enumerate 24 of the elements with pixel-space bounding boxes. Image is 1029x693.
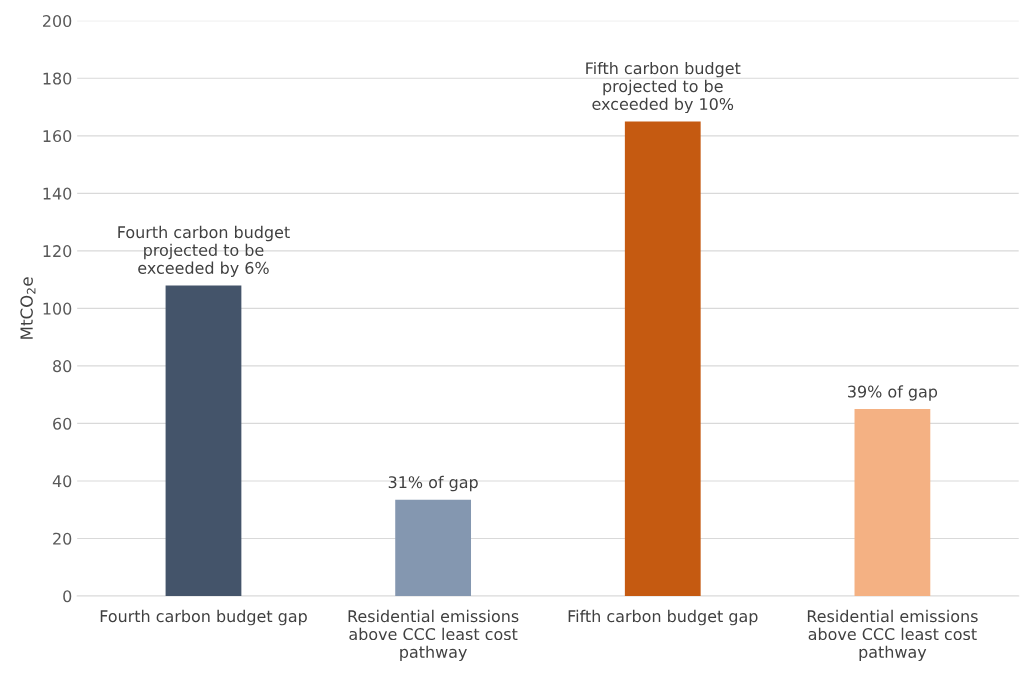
- y-tick-label: 80: [53, 360, 72, 373]
- annotation: 39% of gap: [848, 385, 938, 401]
- annotation: Fourth carbon budget projected to be exceeded by 6%: [118, 225, 290, 278]
- y-tick-label: 60: [53, 417, 72, 430]
- bar: [624, 121, 701, 596]
- annotation: Fifth carbon budget projected to be exceeded by 10%: [586, 61, 741, 114]
- x-tick-label: Residential emissions above CCC least cost pathway: [807, 609, 978, 662]
- bar: [165, 285, 242, 596]
- y-tick-label: 0: [63, 590, 72, 603]
- y-tick-label: 40: [52, 475, 72, 488]
- x-tick-label: Fifth carbon budget gap: [568, 609, 758, 626]
- y-tick-label: 140: [43, 187, 72, 200]
- x-tick-label: Residential emissions above CCC least cost pathway: [348, 609, 519, 662]
- y-tick-label: 100: [43, 302, 72, 315]
- y-tick-label: 120: [43, 245, 72, 258]
- y-tick-label: 180: [43, 72, 72, 85]
- y-axis-title: MtCO$_{2}$e: [20, 277, 36, 339]
- x-tick-label: Fourth carbon budget gap: [100, 609, 307, 626]
- annotation: 31% of gap: [388, 475, 478, 492]
- y-tick-label: 200: [43, 15, 72, 28]
- bar: [395, 499, 472, 596]
- y-tick-label: 20: [53, 532, 72, 545]
- y-tick-label: 160: [43, 130, 72, 143]
- bar: [854, 409, 931, 596]
